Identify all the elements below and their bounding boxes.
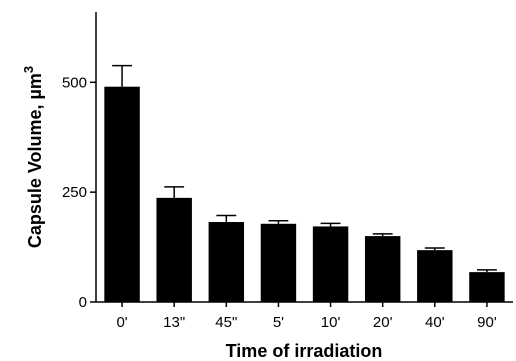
y-tick-label: 0 bbox=[79, 294, 87, 311]
y-axis-title-text: Capsule Volume, µm bbox=[25, 73, 45, 248]
x-tick-label: 10' bbox=[321, 314, 341, 331]
x-tick-label: 0' bbox=[116, 314, 127, 331]
x-tick-label: 13" bbox=[163, 314, 185, 331]
y-axis-title: Capsule Volume, µm3 bbox=[21, 66, 45, 248]
error-bars bbox=[112, 64, 497, 273]
x-axis-ticks: 0' 13" 45" 5' 10' 20' 40' 90' bbox=[116, 302, 497, 331]
bar bbox=[469, 272, 505, 302]
y-axis-title-superscript: 3 bbox=[21, 66, 36, 73]
bar bbox=[364, 236, 401, 302]
x-tick-label: 90' bbox=[477, 314, 497, 331]
bar bbox=[104, 86, 140, 303]
bars bbox=[104, 86, 505, 303]
x-tick-label: 20' bbox=[373, 314, 393, 331]
bar bbox=[417, 250, 453, 302]
bar bbox=[312, 226, 349, 302]
x-tick-label: 40' bbox=[425, 314, 445, 331]
x-tick-label: 45" bbox=[215, 314, 237, 331]
y-tick-label: 250 bbox=[62, 184, 87, 201]
y-tick-label: 500 bbox=[62, 74, 87, 91]
x-axis-title: Time of irradiation bbox=[226, 341, 383, 361]
y-axis-ticks: 0 250 500 bbox=[62, 74, 96, 311]
bar bbox=[156, 197, 192, 302]
bar bbox=[260, 223, 297, 302]
x-tick-label: 5' bbox=[273, 314, 284, 331]
bar bbox=[208, 222, 245, 302]
